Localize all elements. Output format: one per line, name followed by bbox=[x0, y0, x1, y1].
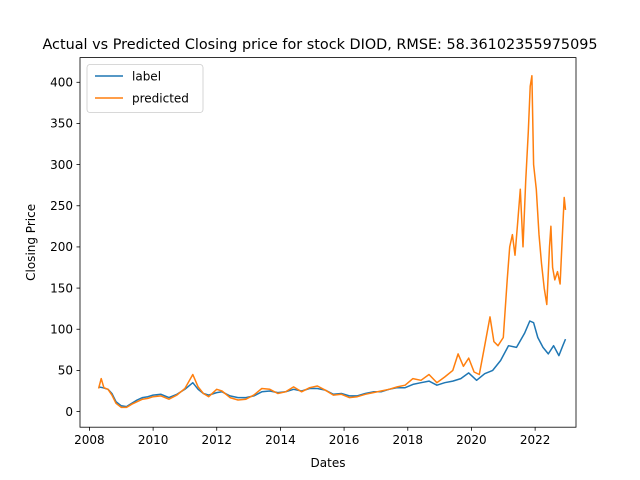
y-tick-label: 250 bbox=[50, 199, 73, 213]
plot-area bbox=[80, 57, 576, 428]
y-tick-label: 300 bbox=[50, 158, 73, 172]
legend-label-predicted: predicted bbox=[132, 91, 189, 105]
x-tick-label: 2022 bbox=[520, 433, 551, 447]
y-axis: 0 50 100 150 200 250 300 350 400 bbox=[50, 75, 80, 419]
legend: label predicted bbox=[86, 64, 204, 113]
y-tick-label: 50 bbox=[58, 364, 73, 378]
y-tick-label: 100 bbox=[50, 322, 73, 336]
series-line-predicted bbox=[97, 74, 567, 409]
plot-frame bbox=[79, 57, 577, 428]
y-axis-label: Closing Price bbox=[24, 204, 38, 281]
x-axis: 2008 2010 2012 2014 2016 2018 2020 2022 bbox=[74, 427, 550, 447]
x-tick-label: 2014 bbox=[265, 433, 296, 447]
x-tick-label: 2018 bbox=[393, 433, 424, 447]
y-tick-label: 350 bbox=[50, 117, 73, 131]
y-tick-label: 400 bbox=[50, 75, 73, 89]
x-axis-label: Dates bbox=[311, 456, 346, 470]
y-tick-label: 0 bbox=[65, 405, 73, 419]
chart-title: Actual vs Predicted Closing price for st… bbox=[42, 37, 597, 53]
y-tick-label: 200 bbox=[50, 240, 73, 254]
x-tick-label: 2008 bbox=[74, 433, 105, 447]
x-tick-label: 2012 bbox=[201, 433, 232, 447]
x-tick-label: 2010 bbox=[138, 433, 169, 447]
y-tick-label: 150 bbox=[50, 281, 73, 295]
series-layer bbox=[97, 74, 567, 409]
x-tick-label: 2020 bbox=[456, 433, 487, 447]
x-tick-label: 2016 bbox=[329, 433, 360, 447]
legend-label-label: label bbox=[132, 69, 161, 83]
